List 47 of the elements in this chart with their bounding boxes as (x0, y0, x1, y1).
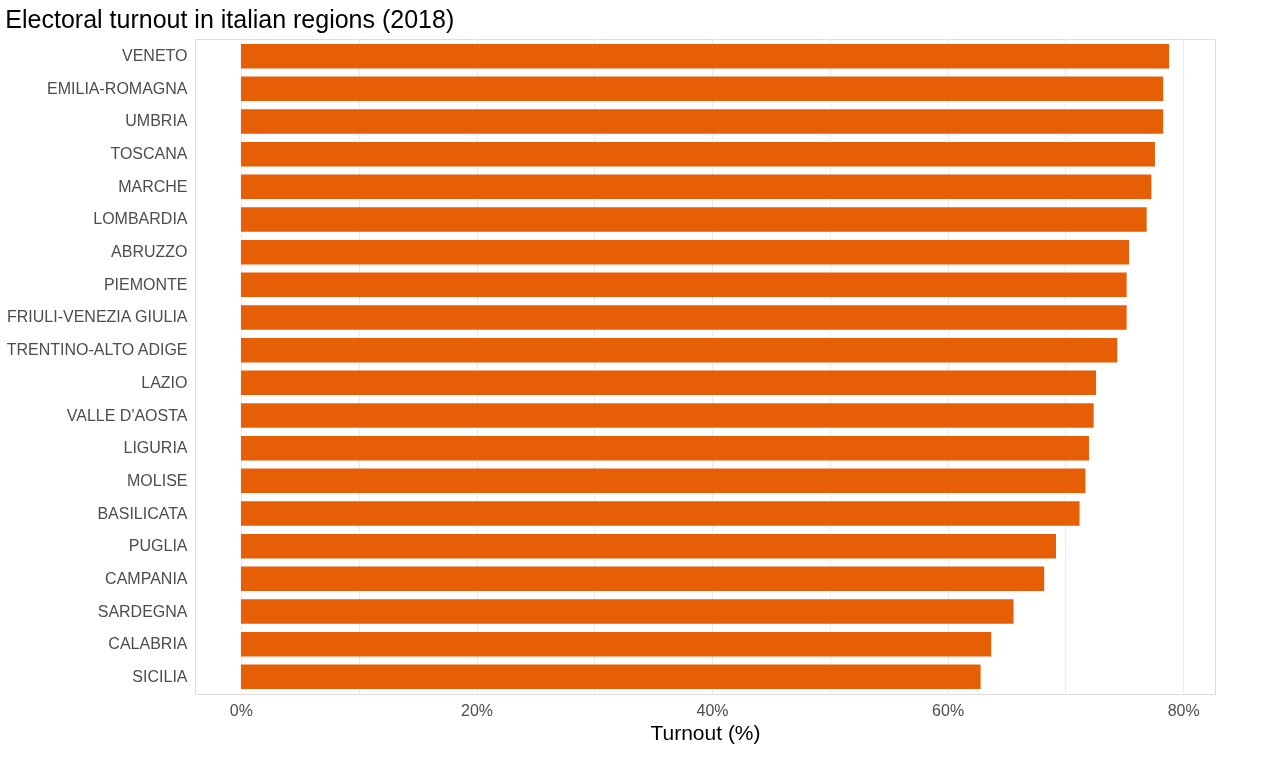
bar (240, 337, 1118, 363)
bar (240, 43, 1170, 69)
y-tick-label: CALABRIA (108, 635, 188, 653)
y-tick-label: EMILIA-ROMAGNA (47, 79, 188, 97)
x-tick-label: 20% (460, 701, 494, 719)
bar (240, 272, 1127, 298)
y-tick-label: LAZIO (141, 373, 188, 391)
chart-title: Electoral turnout in italian regions (2018) (5, 5, 455, 33)
bar (240, 501, 1080, 526)
bar (240, 664, 981, 690)
y-tick-label: CAMPANIA (105, 569, 188, 587)
y-tick-label: VENETO (122, 47, 188, 65)
bar (240, 533, 1056, 559)
x-tick-label: 40% (696, 701, 729, 719)
bar (240, 599, 1014, 624)
bar (240, 435, 1089, 461)
y-tick-label: ABRUZZO (111, 243, 188, 261)
bar (240, 370, 1097, 396)
y-tick-label: TOSCANA (110, 145, 188, 163)
bar (240, 76, 1164, 102)
y-tick-label: SICILIA (132, 667, 188, 685)
y-tick-label: MOLISE (127, 471, 188, 489)
x-axis-title: Turnout (%) (650, 720, 761, 744)
y-tick-label: PIEMONTE (103, 275, 188, 293)
y-tick-label: LIGURIA (123, 439, 188, 457)
y-tick-label: FRIULI-VENEZIA GIULIA (7, 308, 188, 326)
bar (240, 174, 1152, 200)
bar (240, 631, 992, 657)
y-tick-label: VALLE D'AOSTA (66, 406, 188, 424)
y-tick-label: TRENTINO-ALTO ADIGE (6, 341, 188, 359)
bar (240, 468, 1086, 494)
bar (240, 109, 1164, 134)
bar (240, 207, 1147, 232)
y-tick-label: LOMBARDIA (93, 210, 188, 228)
bar (240, 239, 1130, 265)
bar (240, 403, 1094, 428)
x-tick-label: 60% (932, 701, 965, 719)
bar (240, 566, 1045, 592)
bar (240, 305, 1127, 330)
y-tick-label: SARDEGNA (97, 602, 188, 620)
y-tick-label: PUGLIA (128, 537, 188, 555)
y-tick-label: MARCHE (118, 177, 188, 195)
y-tick-label: UMBRIA (125, 112, 188, 130)
x-tick-label: 80% (1167, 701, 1200, 719)
bar (240, 141, 1155, 167)
y-tick-label: BASILICATA (97, 504, 188, 522)
x-tick-label: 0% (229, 701, 253, 719)
